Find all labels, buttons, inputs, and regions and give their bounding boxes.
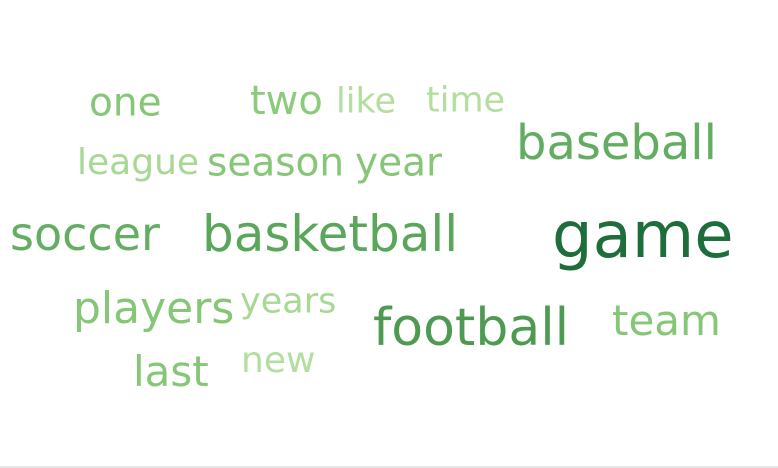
word-two: two xyxy=(250,78,323,124)
word-baseball: baseball xyxy=(516,115,717,171)
word-basketball: basketball xyxy=(202,205,459,263)
word-years: years xyxy=(240,281,337,322)
word-one: one xyxy=(89,80,162,126)
bottom-divider xyxy=(0,466,778,468)
word-time: time xyxy=(426,80,506,121)
word-players: players xyxy=(73,283,235,334)
word-new: new xyxy=(241,340,316,381)
word-team: team xyxy=(612,296,721,345)
word-last: last xyxy=(133,347,209,396)
word-football: football xyxy=(373,298,570,358)
word-season: season xyxy=(207,140,345,186)
word-like: like xyxy=(336,81,397,122)
word-year: year xyxy=(355,140,443,186)
word-soccer: soccer xyxy=(10,207,160,261)
word-game: game xyxy=(552,199,734,273)
word-league: league xyxy=(77,142,200,183)
